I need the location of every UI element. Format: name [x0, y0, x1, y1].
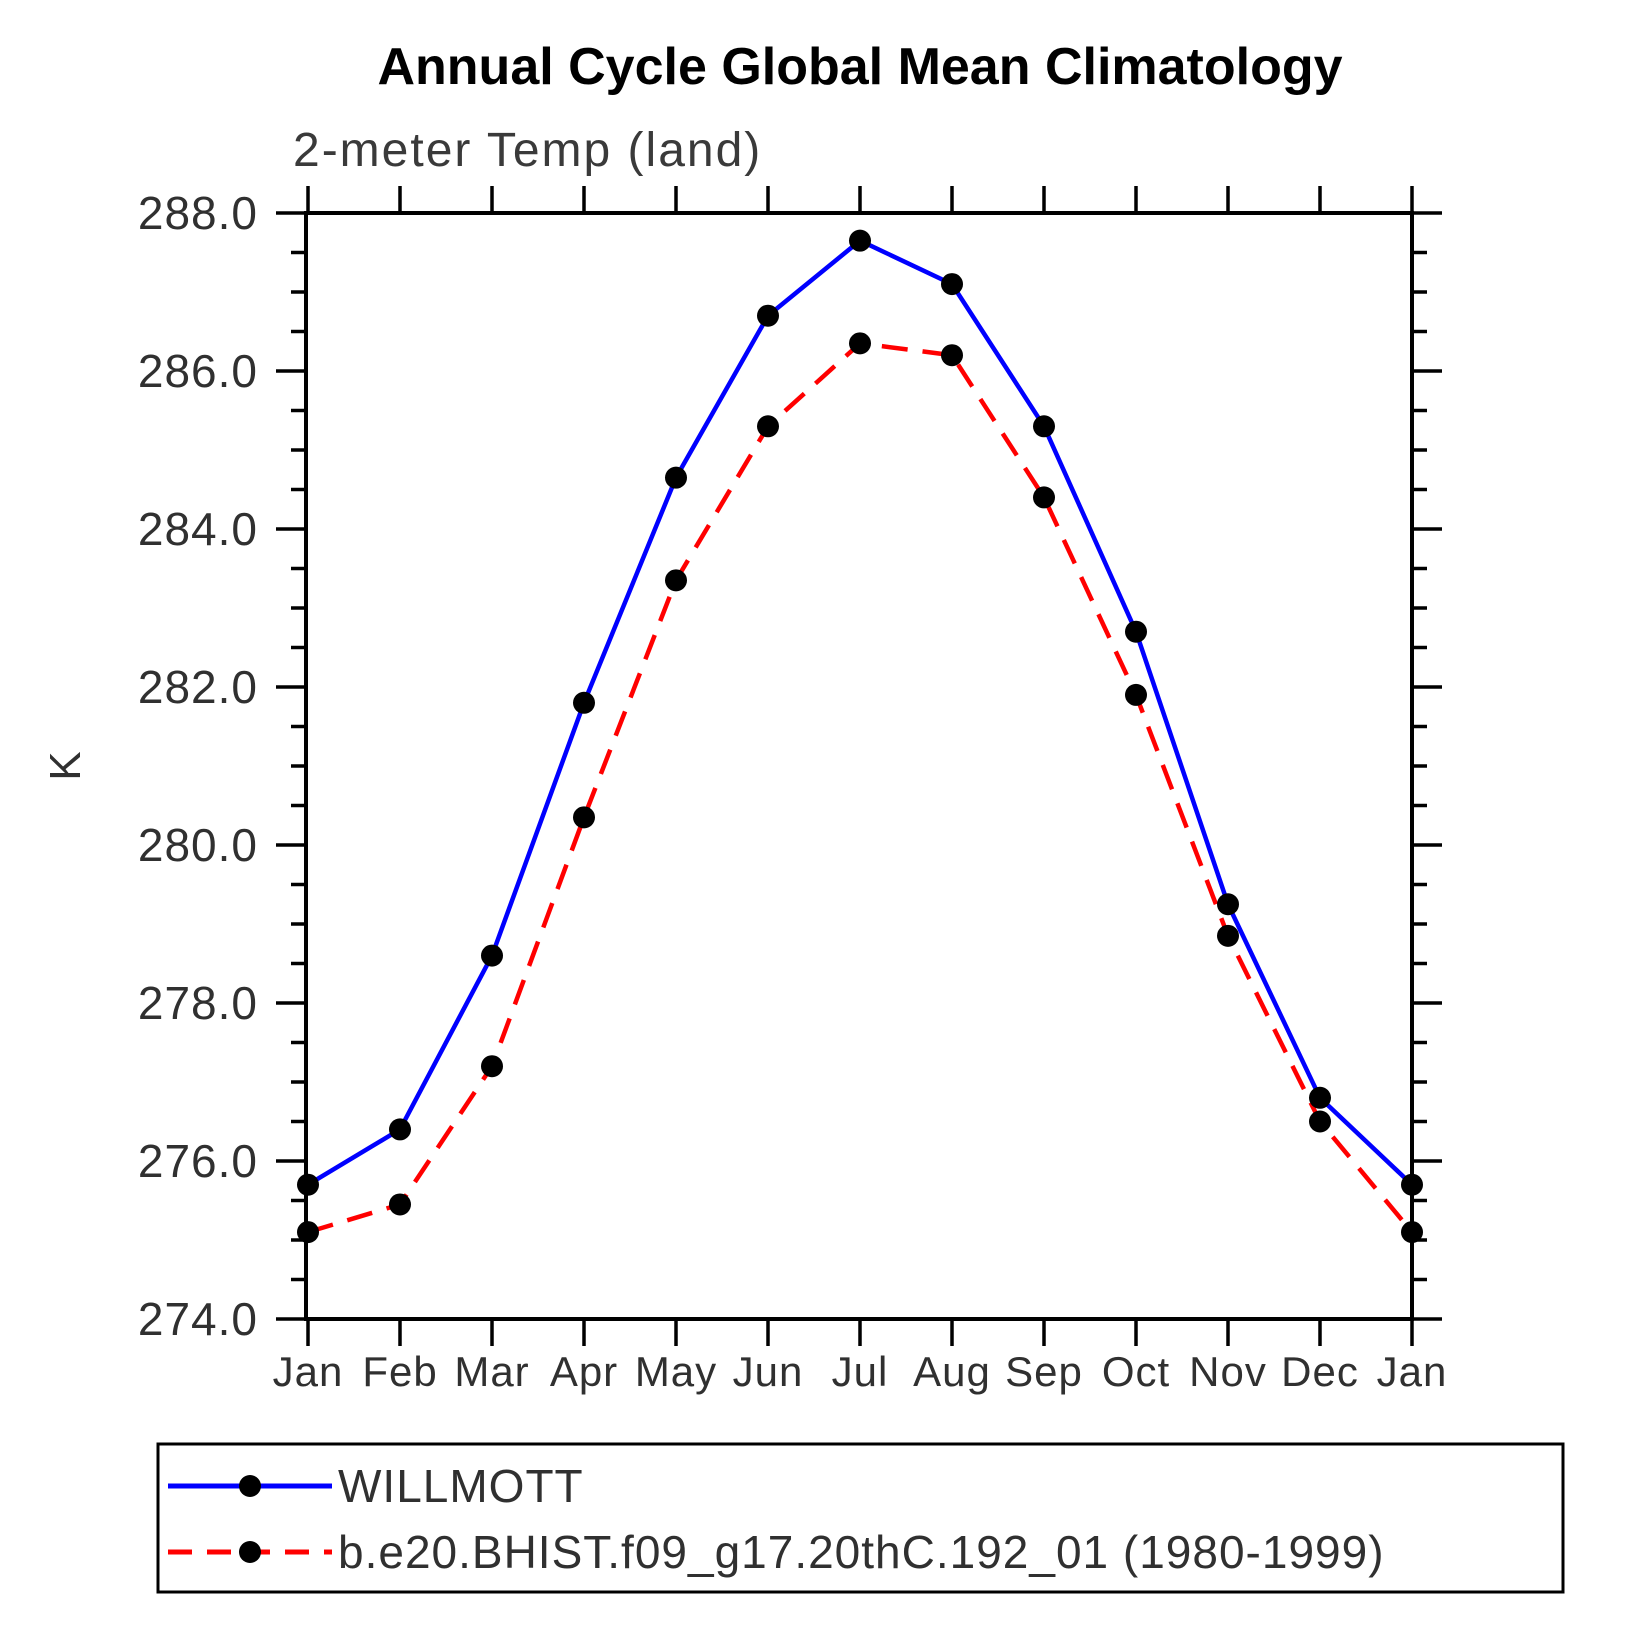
y-tick-label: 284.0 [138, 503, 258, 555]
legend-label-willmott: WILLMOTT [338, 1460, 584, 1512]
data-point-marker [1309, 1110, 1331, 1133]
x-tick-label: Nov [1189, 1348, 1267, 1395]
y-tick-label: 280.0 [138, 819, 258, 871]
axis-ticks [276, 186, 1442, 1346]
data-point-marker [665, 466, 687, 489]
y-tick-label: 278.0 [138, 977, 258, 1029]
legend-item-willmott: WILLMOTT [168, 1460, 584, 1512]
data-point-marker [1217, 893, 1239, 916]
data-point-marker [1125, 620, 1147, 643]
y-tick-label: 276.0 [138, 1135, 258, 1187]
x-tick-label: Jul [832, 1348, 889, 1395]
data-point-marker [941, 273, 963, 296]
data-point-marker [573, 806, 595, 829]
x-tick-label: May [635, 1348, 717, 1395]
data-point-marker [757, 304, 779, 327]
x-tick-label: Feb [362, 1348, 437, 1395]
axis-tick-labels: 288.0 286.0 284.0 282.0 280.0 278.0 276.0 274.0… [138, 187, 1448, 1395]
y-tick-label: 274.0 [138, 1293, 258, 1345]
x-tick-label: Jun [733, 1348, 804, 1395]
plot-frame [304, 211, 1414, 1321]
data-point-marker [849, 332, 871, 355]
data-point-marker [1309, 1086, 1331, 1109]
chart-subtitle: 2-meter Temp (land) [293, 124, 762, 177]
x-tick-label: Oct [1102, 1348, 1170, 1395]
x-tick-label: Dec [1281, 1348, 1359, 1395]
data-point-marker [573, 691, 595, 714]
data-point-marker [1125, 683, 1147, 706]
data-point-marker [1217, 924, 1239, 947]
data-point-marker [941, 344, 963, 367]
data-point-marker [665, 569, 687, 592]
data-point-marker [757, 415, 779, 438]
y-tick-label: 288.0 [138, 187, 258, 239]
legend-item-model: b.e20.BHIST.f09_g17.20thC.192_01 (1980-1… [168, 1526, 1385, 1578]
data-point-marker [1033, 415, 1055, 438]
data-point-markers [297, 229, 1423, 1244]
x-tick-label: Aug [913, 1348, 991, 1395]
y-axis-label: K [41, 751, 90, 780]
data-point-marker [481, 944, 503, 967]
series-line-model [307, 340, 1414, 1235]
series-line-willmott [306, 238, 1414, 1187]
x-tick-label: Jan [1377, 1348, 1448, 1395]
y-tick-label: 286.0 [138, 345, 258, 397]
data-point-marker [389, 1193, 411, 1216]
legend-marker-circle-icon [239, 1541, 261, 1563]
x-tick-label: Sep [1005, 1348, 1083, 1395]
data-point-marker [1033, 486, 1055, 509]
chart-title: Annual Cycle Global Mean Climatology [377, 38, 1342, 96]
x-tick-label: Jan [273, 1348, 344, 1395]
legend-border [156, 1442, 1565, 1594]
legend-marker-circle-icon [239, 1475, 261, 1497]
data-point-marker [389, 1118, 411, 1141]
data-series [306, 238, 1414, 1235]
x-tick-label: Apr [550, 1348, 618, 1395]
y-tick-label: 282.0 [138, 661, 258, 713]
legend-box: WILLMOTT b.e20.BHIST.f09_g17.20thC.192_0… [156, 1442, 1565, 1594]
data-point-marker [481, 1055, 503, 1078]
x-tick-label: Mar [454, 1348, 529, 1395]
legend-label-model: b.e20.BHIST.f09_g17.20thC.192_01 (1980-1… [338, 1526, 1385, 1578]
data-point-marker [849, 229, 871, 252]
